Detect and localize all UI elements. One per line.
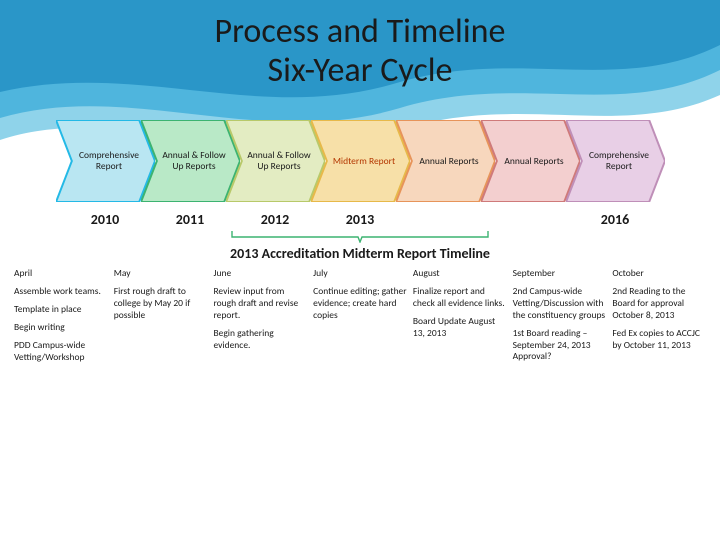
timeline-col-august: August Finalize report and check all evid… xyxy=(413,268,507,369)
timeline-item: Continue editing; gather evidence; creat… xyxy=(313,286,407,322)
title-line-1: Process and Timeline xyxy=(215,11,506,52)
chevron-flow: Comprehensive Report Annual & Follow Up R… xyxy=(0,120,720,215)
timeline-item: Finalize report and check all evidence l… xyxy=(413,286,507,310)
chevron-label-5: Annual Reports xyxy=(488,156,571,167)
timeline-item: Begin gathering evidence. xyxy=(213,328,307,352)
timeline-item: Begin writing xyxy=(14,322,108,334)
chevron-label-2: Annual & Follow Up Reports xyxy=(226,150,325,172)
chevron-label-3: Midterm Report xyxy=(317,156,403,167)
bracket xyxy=(230,229,490,241)
timeline-month: August xyxy=(413,268,507,280)
bracket-path xyxy=(232,231,488,242)
timeline-item: 1st Board reading – September 24, 2013 A… xyxy=(513,328,607,364)
timeline-item: Template in place xyxy=(14,304,108,316)
timeline-month: June xyxy=(213,268,307,280)
timeline-item: Board Update August 13, 2013 xyxy=(413,316,507,340)
timeline-col-september: September 2nd Campus-wide Vetting/Discuss… xyxy=(513,268,607,369)
timeline-month: July xyxy=(313,268,407,280)
chevron-step-6: Comprehensive Report xyxy=(566,120,665,202)
subheading: 2013 Accreditation Midterm Report Timeli… xyxy=(0,245,720,262)
timeline-col-july: July Continue editing; gather evidence; c… xyxy=(313,268,407,369)
title-line-2: Six-Year Cycle xyxy=(268,50,453,91)
timeline-month: September xyxy=(513,268,607,280)
timeline-col-october: October 2nd Reading to the Board for appr… xyxy=(612,268,706,369)
timeline-item: Fed Ex copies to ACCJC by October 11, 20… xyxy=(612,328,706,352)
page-title: Process and Timeline Six-Year Cycle xyxy=(0,0,720,90)
timeline-col-june: June Review input from rough draft and re… xyxy=(213,268,307,369)
timeline-month: October xyxy=(612,268,706,280)
timeline-item: Review input from rough draft and revise… xyxy=(213,286,307,322)
timeline-item: 2nd Reading to the Board for approval Oc… xyxy=(612,286,706,322)
timeline-item: 2nd Campus-wide Vetting/Discussion with … xyxy=(513,286,607,322)
timeline-item: PDD Campus-wide Vetting/Workshop xyxy=(14,340,108,364)
timeline-grid: April Assemble work teams. Template in pla… xyxy=(0,262,720,369)
timeline-month: April xyxy=(14,268,108,280)
timeline-item: Assemble work teams. xyxy=(14,286,108,298)
timeline-col-may: May First rough draft to college by May 2… xyxy=(114,268,208,369)
timeline-col-april: April Assemble work teams. Template in pla… xyxy=(14,268,108,369)
timeline-month: May xyxy=(114,268,208,280)
timeline-item: First rough draft to college by May 20 i… xyxy=(114,286,208,322)
chevron-label-4: Annual Reports xyxy=(403,156,486,167)
chevron-label-6: Comprehensive Report xyxy=(566,150,665,172)
